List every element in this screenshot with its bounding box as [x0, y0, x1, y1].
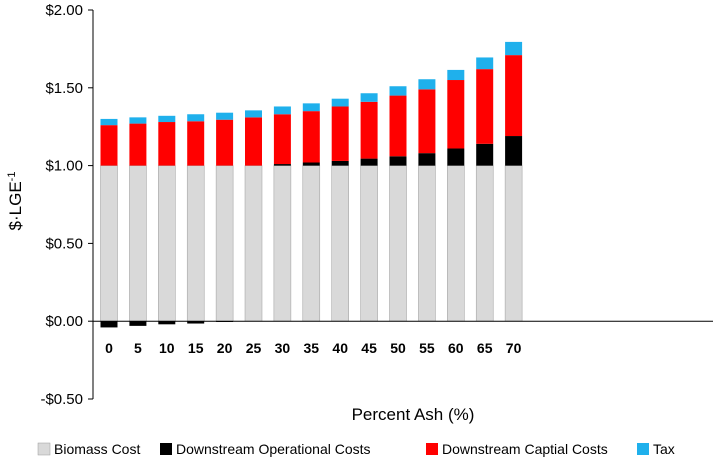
bar-segment — [158, 165, 176, 322]
legend-swatch — [637, 443, 649, 455]
bar-segment — [187, 121, 205, 166]
y-tick-label: $0.00 — [45, 313, 83, 330]
x-tick-label: 10 — [159, 340, 175, 356]
bar-segment — [360, 165, 378, 322]
bar-segment — [216, 112, 234, 120]
x-tick-label: 70 — [506, 340, 522, 356]
bar-segment — [475, 165, 494, 322]
y-tick-label: $1.50 — [45, 80, 83, 97]
bar-segment — [360, 158, 378, 166]
bar-segment — [389, 95, 407, 157]
x-tick-label: 15 — [188, 340, 204, 356]
legend-swatch — [160, 443, 172, 455]
bar-segment — [158, 122, 176, 166]
x-axis-tick-labels: 0 5 10 15 20 25 30 35 40 45 50 55 60 65 70 — [105, 340, 521, 356]
x-tick-label: 5 — [134, 340, 142, 356]
bar-segment — [158, 321, 176, 325]
bar-segment — [129, 123, 147, 166]
y-tick-label: $1.00 — [45, 158, 83, 175]
bar-segment — [389, 86, 407, 96]
x-tick-label: 0 — [105, 340, 113, 356]
bar-segment — [100, 118, 118, 126]
x-tick-label: 45 — [361, 340, 377, 356]
x-tick-label: 50 — [390, 340, 406, 356]
y-axis-ticks: -$0.50 $0.00 $0.50 $1.00 $1.50 $2.00 — [40, 2, 93, 408]
bar-segment — [187, 114, 205, 122]
bar-marks — [100, 41, 523, 328]
bar-segment — [418, 153, 436, 166]
bar-segment — [273, 106, 291, 115]
bar-segment — [245, 117, 262, 166]
bar-segment — [302, 111, 320, 163]
y-tick-label: $0.50 — [45, 235, 83, 252]
bar-segment — [418, 165, 436, 322]
bar-segment — [331, 160, 349, 166]
bar-segment — [129, 165, 147, 322]
bar-segment — [447, 148, 465, 166]
bar-segment — [187, 321, 205, 324]
bar-segment — [100, 165, 118, 322]
x-tick-label: 60 — [448, 340, 464, 356]
bar-segment — [331, 165, 349, 322]
bar-segment — [129, 321, 147, 326]
y-tick-label: $2.00 — [45, 2, 83, 19]
bar-segment — [331, 106, 349, 161]
bar-segment — [360, 93, 378, 102]
bar-segment — [476, 69, 494, 144]
bar-segment — [216, 119, 234, 166]
bar-segment — [273, 114, 291, 165]
bar-segment — [505, 136, 523, 166]
bar-segment — [100, 125, 118, 166]
bar-segment — [302, 165, 321, 322]
bar-segment — [504, 165, 523, 322]
bar-segment — [215, 165, 234, 322]
legend-swatch — [426, 443, 438, 455]
x-tick-label: 35 — [304, 340, 320, 356]
bar-segment — [331, 98, 349, 107]
bar-segment — [186, 165, 205, 322]
bar-segment — [129, 117, 147, 124]
legend-label: Tax — [653, 441, 675, 457]
bar-segment — [418, 79, 436, 90]
bar-segment — [302, 103, 320, 112]
bar-segment — [505, 55, 523, 137]
x-tick-label: 25 — [246, 340, 262, 356]
bar-segment — [302, 162, 320, 166]
x-tick-label: 55 — [419, 340, 435, 356]
x-tick-label: 65 — [477, 340, 493, 356]
bar-segment — [418, 89, 436, 154]
bar-segment — [360, 101, 378, 159]
x-tick-label: 20 — [217, 340, 233, 356]
legend: Biomass Cost Downstream Operational Costs… — [37, 441, 675, 457]
bar-segment — [447, 80, 465, 149]
bar-segment — [447, 165, 465, 322]
bar-segment — [100, 321, 118, 328]
legend-label: Biomass Cost — [54, 441, 140, 457]
legend-label: Downstream Operational Costs — [176, 441, 371, 457]
y-axis-title: $·LGE-1 — [6, 172, 25, 231]
bar-segment — [389, 165, 407, 322]
bar-segment — [476, 143, 494, 166]
bar-segment — [505, 41, 523, 56]
bar-segment — [244, 165, 263, 322]
x-tick-label: 40 — [332, 340, 348, 356]
bar-segment — [273, 164, 291, 166]
y-tick-label: -$0.50 — [40, 391, 83, 408]
legend-label: Downstream Captial Costs — [442, 441, 608, 457]
bar-segment — [476, 57, 494, 70]
bar-segment — [245, 110, 262, 118]
x-axis-title: Percent Ash (%) — [352, 405, 475, 424]
bar-segment — [447, 69, 465, 81]
bar-segment — [158, 115, 176, 123]
x-tick-label: 30 — [275, 340, 291, 356]
legend-swatch — [37, 442, 51, 456]
bar-segment — [389, 156, 407, 166]
bar-segment — [273, 165, 292, 322]
